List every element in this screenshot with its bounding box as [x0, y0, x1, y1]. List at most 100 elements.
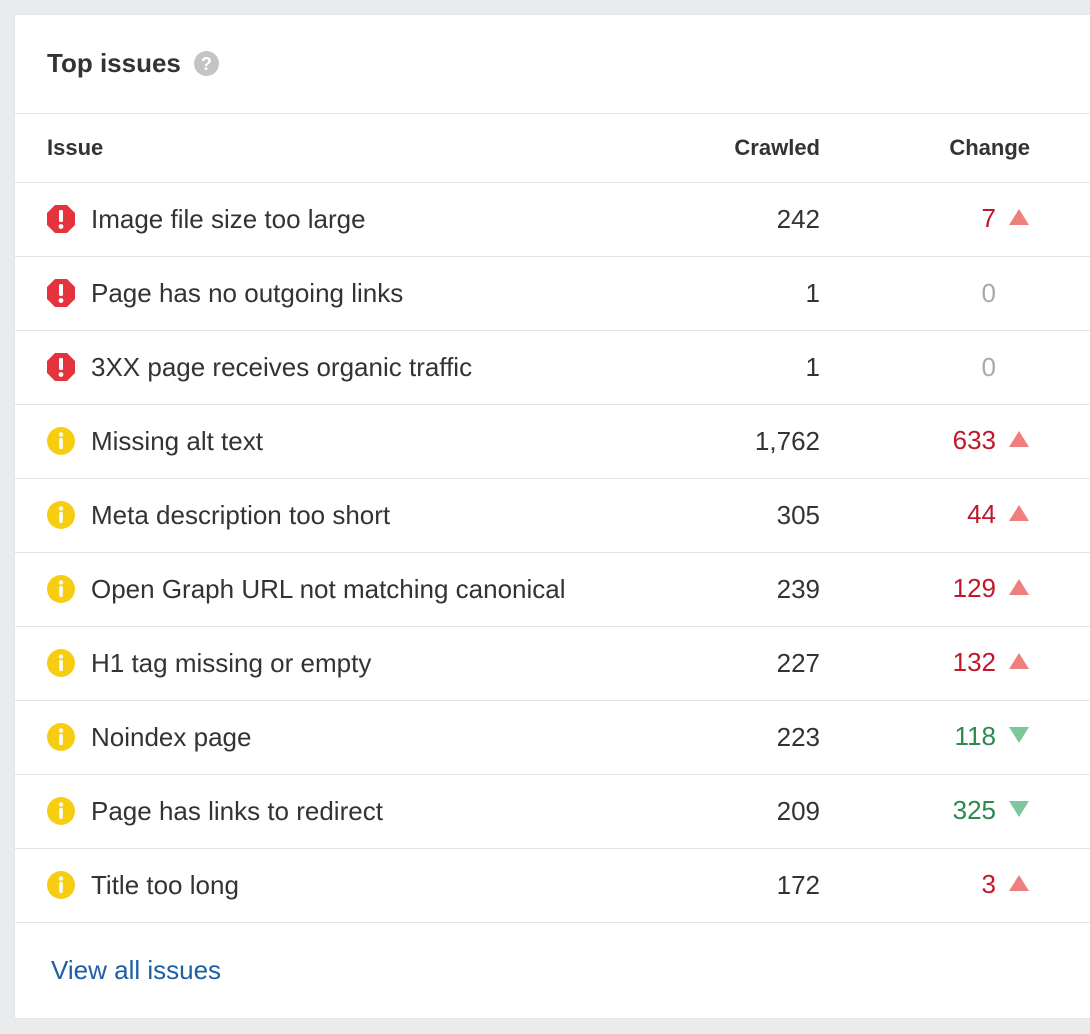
change-value[interactable]: 633	[952, 424, 996, 455]
column-header-change[interactable]: Change	[820, 114, 1030, 183]
issue-label[interactable]: Open Graph URL not matching canonical	[91, 573, 566, 604]
question-mark-icon[interactable]: ?	[193, 51, 219, 76]
row-spacer	[1030, 700, 1090, 775]
table-header-row: Issue Crawled Change	[15, 114, 1090, 183]
issue-label[interactable]: Page has links to redirect	[91, 795, 383, 826]
view-all-issues-link[interactable]: View all issues	[51, 954, 222, 985]
issue-cell: Missing alt text	[15, 404, 585, 479]
issue-label[interactable]: Meta description too short	[91, 499, 391, 530]
trend-up-icon	[1008, 868, 1030, 899]
warning-icon	[46, 574, 76, 604]
change-value[interactable]: 44	[967, 498, 996, 529]
crawled-count[interactable]: 242	[585, 182, 820, 257]
issue-label[interactable]: Noindex page	[91, 721, 252, 752]
change-cell: 44	[820, 478, 1030, 553]
table-row[interactable]: 3XX page receives organic traffic 1 0	[15, 330, 1090, 405]
issue-cell: H1 tag missing or empty	[15, 626, 585, 701]
change-cell: 325	[820, 774, 1030, 849]
row-spacer	[1030, 774, 1090, 849]
trend-up-icon	[1008, 572, 1030, 603]
change-value[interactable]: 7	[981, 202, 996, 233]
table-row[interactable]: Noindex page 223 118	[15, 700, 1090, 775]
issue-cell: Meta description too short	[15, 478, 585, 553]
crawled-count[interactable]: 1,762	[585, 404, 820, 479]
issue-cell: 3XX page receives organic traffic	[15, 330, 585, 405]
warning-icon	[46, 796, 76, 826]
change-cell: 0	[820, 330, 1030, 405]
issue-cell: Open Graph URL not matching canonical	[15, 552, 585, 627]
issue-cell: Image file size too large	[15, 182, 585, 257]
change-value[interactable]: 325	[952, 794, 996, 825]
change-value[interactable]: 118	[954, 720, 996, 751]
issue-label[interactable]: Missing alt text	[91, 425, 263, 456]
crawled-count[interactable]: 305	[585, 478, 820, 553]
table-row[interactable]: Image file size too large 242 7	[15, 182, 1090, 257]
warning-icon	[46, 426, 76, 456]
crawled-count[interactable]: 209	[585, 774, 820, 849]
warning-icon	[46, 500, 76, 530]
issue-label[interactable]: Image file size too large	[91, 203, 366, 234]
row-spacer	[1030, 182, 1090, 257]
row-spacer	[1030, 552, 1090, 627]
warning-icon	[46, 722, 76, 752]
table-row[interactable]: H1 tag missing or empty 227 132	[15, 626, 1090, 701]
issue-cell: Page has links to redirect	[15, 774, 585, 849]
table-row[interactable]: Missing alt text 1,762 633	[15, 404, 1090, 479]
crawled-count[interactable]: 223	[585, 700, 820, 775]
row-spacer	[1030, 404, 1090, 479]
change-value[interactable]: 0	[981, 277, 996, 308]
change-value[interactable]: 3	[981, 868, 996, 899]
issue-label[interactable]: 3XX page receives organic traffic	[91, 351, 473, 382]
table-row[interactable]: Meta description too short 305 44	[15, 478, 1090, 553]
row-spacer	[1030, 256, 1090, 331]
error-icon	[46, 352, 76, 382]
row-spacer	[1030, 478, 1090, 553]
issues-table-body: Image file size too large 242 7 Page has no…	[15, 182, 1090, 923]
panel-footer: View all issues	[15, 923, 1090, 1019]
change-cell: 129	[820, 552, 1030, 627]
column-header-crawled[interactable]: Crawled	[585, 114, 820, 183]
change-value[interactable]: 129	[952, 572, 996, 603]
crawled-count[interactable]: 1	[585, 256, 820, 331]
change-cell: 633	[820, 404, 1030, 479]
change-value[interactable]: 0	[981, 351, 996, 382]
issues-table: Issue Crawled Change Image file size too…	[15, 114, 1090, 923]
issue-label[interactable]: Title too long	[91, 869, 239, 900]
error-icon	[46, 204, 76, 234]
row-spacer	[1030, 848, 1090, 923]
warning-icon	[46, 870, 76, 900]
issue-label[interactable]: H1 tag missing or empty	[91, 647, 372, 678]
crawled-count[interactable]: 1	[585, 330, 820, 405]
trend-down-icon	[1008, 794, 1030, 825]
table-row[interactable]: Page has links to redirect 209 325	[15, 774, 1090, 849]
trend-down-icon	[1008, 720, 1030, 751]
crawled-count[interactable]: 239	[585, 552, 820, 627]
change-cell: 118	[820, 700, 1030, 775]
panel-header: Top issues ?	[15, 15, 1090, 114]
change-value[interactable]: 132	[952, 646, 996, 677]
top-issues-panel: Top issues ? Issue Crawled Change Image …	[14, 14, 1090, 1019]
crawled-count[interactable]: 227	[585, 626, 820, 701]
crawled-count[interactable]: 172	[585, 848, 820, 923]
panel-title: Top issues	[47, 47, 181, 78]
issue-cell: Noindex page	[15, 700, 585, 775]
change-cell: 7	[820, 182, 1030, 257]
row-spacer	[1030, 330, 1090, 405]
error-icon	[46, 278, 76, 308]
column-header-issue[interactable]: Issue	[15, 114, 585, 183]
change-cell: 132	[820, 626, 1030, 701]
table-row[interactable]: Title too long 172 3	[15, 848, 1090, 923]
trend-up-icon	[1008, 646, 1030, 677]
change-cell: 3	[820, 848, 1030, 923]
table-row[interactable]: Open Graph URL not matching canonical 239…	[15, 552, 1090, 627]
column-header-spacer	[1030, 114, 1090, 183]
change-cell: 0	[820, 256, 1030, 331]
table-row[interactable]: Page has no outgoing links 1 0	[15, 256, 1090, 331]
issue-cell: Page has no outgoing links	[15, 256, 585, 331]
issue-label[interactable]: Page has no outgoing links	[91, 277, 404, 308]
warning-icon	[46, 648, 76, 678]
trend-up-icon	[1008, 424, 1030, 455]
row-spacer	[1030, 626, 1090, 701]
issue-cell: Title too long	[15, 848, 585, 923]
trend-up-icon	[1008, 498, 1030, 529]
